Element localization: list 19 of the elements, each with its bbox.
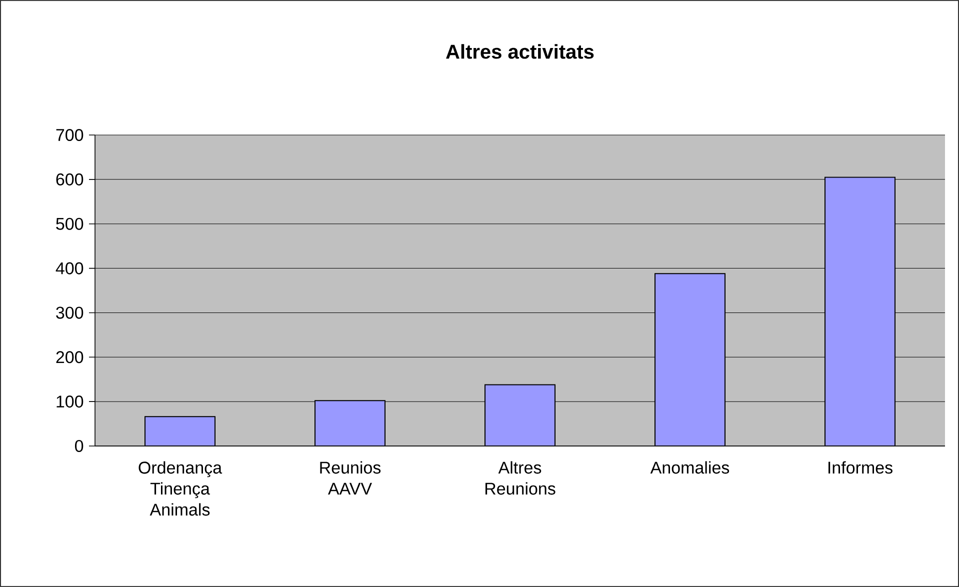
bar [314, 400, 386, 446]
bar [824, 176, 896, 446]
y-tick-label: 600 [56, 173, 84, 186]
x-tick-label: Ordenança Tinença Animals [138, 461, 222, 516]
y-tick-label: 300 [56, 306, 84, 319]
bar [484, 384, 556, 446]
x-tick-label: Anomalies [650, 461, 730, 474]
y-tick-label: 400 [56, 262, 84, 274]
chart-title: Altres activitats [446, 44, 594, 59]
y-tick-label: 500 [56, 218, 84, 230]
y-tick-label: 100 [56, 396, 84, 408]
bar [144, 416, 216, 446]
y-tick-label: 0 [75, 440, 84, 452]
y-tick-label: 200 [56, 351, 84, 364]
bar [654, 273, 726, 446]
x-tick-label: Altres Reunions [485, 461, 556, 495]
x-tick-label: Reunios AAVV [320, 461, 381, 495]
y-tick-label: 700 [56, 128, 84, 142]
x-tick-label: Informes [828, 461, 892, 474]
